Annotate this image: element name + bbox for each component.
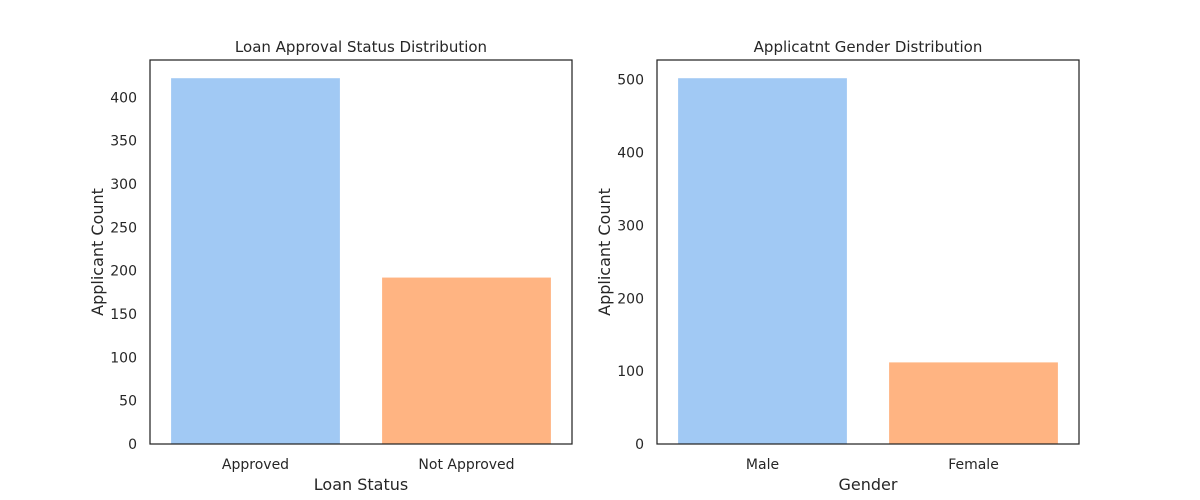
y-tick-label: 50 <box>119 394 137 410</box>
y-axis-label: Applicant Count <box>88 188 107 316</box>
x-tick-label: Female <box>948 457 999 473</box>
y-ticks: 0 100 200 300 400 500 <box>617 73 644 453</box>
y-tick-label: 250 <box>110 220 137 236</box>
bar-male <box>678 78 847 445</box>
y-tick-label: 500 <box>617 73 644 89</box>
bar-not-approved <box>382 277 551 444</box>
x-tick-label: Approved <box>222 457 289 473</box>
x-tick-label: Not Approved <box>418 457 514 473</box>
chart-title: Applicatnt Gender Distribution <box>754 38 983 56</box>
x-ticks: Approved Not Approved <box>222 457 515 473</box>
y-tick-label: 400 <box>617 146 644 162</box>
loan-status-chart: Loan Approval Status Distribution 0 50 100… <box>88 38 573 494</box>
y-tick-label: 350 <box>110 134 137 150</box>
x-ticks: Male Female <box>746 457 999 473</box>
y-tick-label: 100 <box>617 364 644 380</box>
plot-frame <box>149 59 573 445</box>
y-tick-label: 0 <box>635 437 644 453</box>
x-axis-label: Loan Status <box>314 475 408 494</box>
x-tick-label: Male <box>746 457 779 473</box>
y-tick-label: 300 <box>617 218 644 234</box>
bars <box>171 78 551 445</box>
bar-approved <box>171 78 340 445</box>
y-tick-label: 0 <box>128 437 137 453</box>
bars <box>678 78 1058 445</box>
plot-frame <box>656 59 1080 445</box>
y-tick-label: 150 <box>110 307 137 323</box>
y-tick-label: 200 <box>110 264 137 280</box>
gender-chart: Applicatnt Gender Distribution 0 100 200 30… <box>595 38 1080 494</box>
bar-female <box>889 362 1058 444</box>
y-tick-label: 300 <box>110 177 137 193</box>
y-tick-label: 400 <box>110 90 137 106</box>
y-ticks: 0 50 100 150 200 250 300 350 400 <box>110 90 137 453</box>
y-tick-label: 200 <box>617 291 644 307</box>
chart-title: Loan Approval Status Distribution <box>235 38 487 56</box>
y-axis-label: Applicant Count <box>595 188 614 316</box>
y-tick-label: 100 <box>110 350 137 366</box>
x-axis-label: Gender <box>839 475 898 494</box>
